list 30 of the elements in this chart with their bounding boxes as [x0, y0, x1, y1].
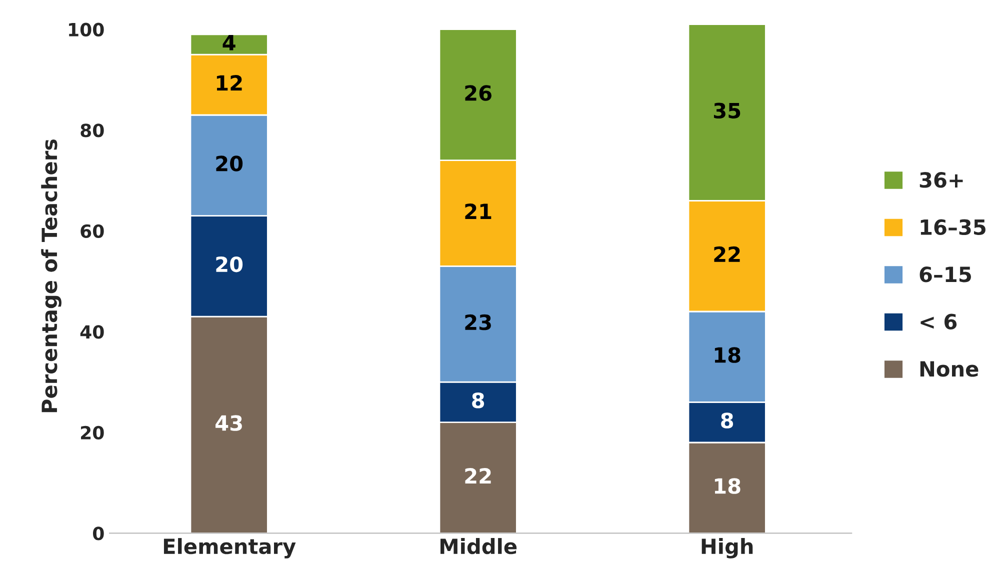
- data-label: 26: [465, 85, 492, 101]
- data-label: 8: [472, 392, 484, 408]
- data-label: 20: [216, 156, 243, 172]
- legend-label: 36+: [920, 172, 963, 188]
- legend-label: < 6: [920, 314, 957, 330]
- data-label: 8: [721, 412, 734, 428]
- x-tick-label: Middle: [440, 538, 517, 554]
- y-tick-label: 40: [80, 325, 104, 339]
- data-label: 22: [714, 246, 740, 262]
- data-label: 18: [714, 478, 740, 494]
- data-label: 12: [216, 75, 242, 91]
- data-label: 35: [714, 102, 740, 119]
- y-tick-label: 60: [80, 224, 104, 238]
- y-tick-label: 0: [93, 526, 104, 540]
- data-label: 23: [465, 314, 491, 330]
- y-tick-label: 80: [80, 124, 104, 138]
- legend-label: None: [920, 361, 978, 377]
- x-tick-label: Elementary: [164, 538, 296, 558]
- data-label: 22: [465, 468, 491, 484]
- data-label: 4: [222, 35, 236, 50]
- data-label: 18: [714, 347, 740, 363]
- legend-label: 6–15: [920, 266, 971, 282]
- x-tick-label: High: [702, 538, 753, 558]
- data-label: 21: [465, 204, 492, 219]
- y-tick-label: 100: [69, 22, 104, 36]
- data-label: 43: [216, 415, 242, 431]
- y-axis-title: Percentage of Teachers: [41, 139, 62, 412]
- data-label: 20: [216, 256, 243, 272]
- legend-label: 16–35: [920, 219, 986, 236]
- y-tick-label: 20: [81, 426, 104, 440]
